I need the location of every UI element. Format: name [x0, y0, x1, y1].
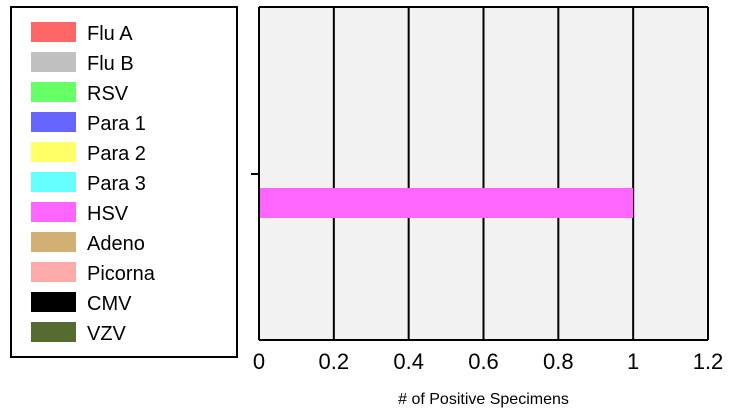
legend-label-para-2: Para 2 — [87, 143, 146, 165]
legend-swatch-para-1 — [31, 112, 76, 132]
x-tick-label-0: 0 — [253, 349, 265, 374]
legend-label-rsv: RSV — [87, 83, 129, 105]
x-tick-label-0-8: 0.8 — [543, 349, 574, 374]
legend-swatch-flu-b — [31, 52, 76, 72]
legend-label-para-3: Para 3 — [87, 173, 146, 195]
x-axis-title: # of Positive Specimens — [398, 391, 569, 408]
legend-item-flu-b: Flu B — [31, 52, 134, 75]
x-tick-label-1-2: 1.2 — [693, 349, 724, 374]
legend-swatch-hsv — [31, 202, 76, 222]
x-tick-label-0-2: 0.2 — [319, 349, 350, 374]
legend-item-rsv: RSV — [31, 82, 129, 105]
x-tick-label-0-6: 0.6 — [468, 349, 499, 374]
legend-swatch-vzv — [31, 322, 76, 342]
legend-item-flu-a: Flu A — [31, 22, 133, 45]
legend-label-hsv: HSV — [87, 203, 129, 225]
legend-swatch-rsv — [31, 82, 76, 102]
legend-item-para-2: Para 2 — [31, 142, 146, 165]
legend-item-cmv: CMV — [31, 292, 132, 315]
legend-label-adeno: Adeno — [87, 233, 145, 255]
legend-swatch-para-3 — [31, 172, 76, 192]
legend-label-para-1: Para 1 — [87, 113, 146, 135]
legend-swatch-flu-a — [31, 22, 76, 42]
bar-hsv — [259, 188, 634, 218]
legend-swatch-adeno — [31, 232, 76, 252]
legend-item-vzv: VZV — [31, 322, 127, 345]
legend-label-flu-a: Flu A — [87, 23, 133, 45]
legend-label-picorna: Picorna — [87, 263, 156, 285]
legend-swatch-para-2 — [31, 142, 76, 162]
legend-swatch-picorna — [31, 262, 76, 282]
plot-area: 0 0.2 0.4 0.6 0.8 1 1.2 # of Positive Specimen… — [251, 6, 724, 408]
x-tick-label-1: 1 — [627, 349, 639, 374]
legend-label-vzv: VZV — [87, 323, 127, 345]
legend-item-para-3: Para 3 — [31, 172, 146, 195]
x-tick-label-0-4: 0.4 — [393, 349, 424, 374]
legend-item-hsv: HSV — [31, 202, 129, 225]
legend-label-cmv: CMV — [87, 293, 132, 315]
legend-item-adeno: Adeno — [31, 232, 145, 255]
legend-label-flu-b: Flu B — [87, 53, 134, 75]
legend-item-para-1: Para 1 — [31, 112, 146, 135]
legend-swatch-cmv — [31, 292, 76, 312]
legend: Flu A Flu B RSV Para 1 Para 2 Para 3 HSV Adeno P… — [10, 6, 238, 358]
legend-item-picorna: Picorna — [31, 262, 156, 285]
